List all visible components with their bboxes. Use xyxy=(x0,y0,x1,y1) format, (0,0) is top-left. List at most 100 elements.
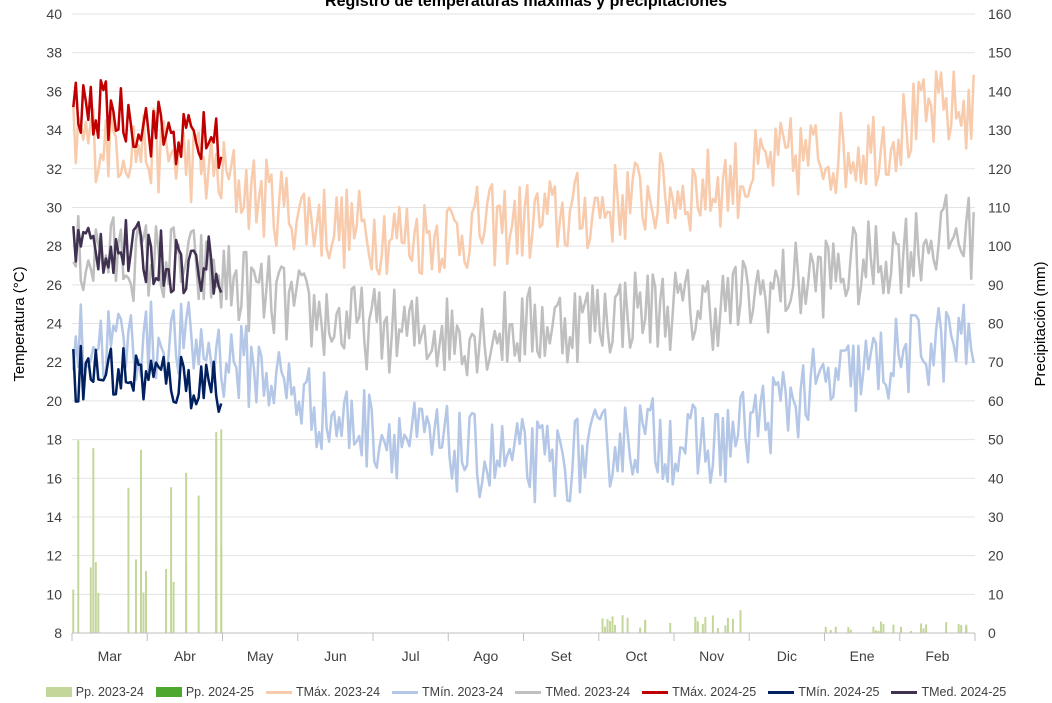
y-tick-left: 12 xyxy=(46,548,62,564)
precip-bar xyxy=(142,592,145,633)
x-tick-label: Jun xyxy=(324,648,347,664)
x-tick-label: Dic xyxy=(777,648,797,664)
precip-bar xyxy=(925,624,928,633)
y-tick-right: 150 xyxy=(988,45,1012,61)
precip-bar xyxy=(824,626,827,633)
y-tick-left: 30 xyxy=(46,199,62,215)
chart-title: Registro de temperaturas máximas y preci… xyxy=(325,0,727,10)
precip-bar xyxy=(614,624,617,633)
precip-bar xyxy=(910,631,913,633)
precip-bar xyxy=(920,623,923,633)
legend-label: Pp. 2023-24 xyxy=(75,685,144,699)
y-tick-right: 10 xyxy=(988,586,1004,602)
legend-label: Pp. 2024-25 xyxy=(185,685,254,699)
precip-bar xyxy=(220,545,223,633)
precip-bar xyxy=(621,615,624,633)
series-line xyxy=(72,193,975,377)
precip-bar xyxy=(701,623,704,633)
precip-bar xyxy=(139,553,142,633)
y-axis-left-title: Temperatura (°C) xyxy=(11,266,28,381)
y-tick-left: 38 xyxy=(46,45,62,61)
precip-bar xyxy=(609,620,612,633)
legend-label: TMáx. 2024-25 xyxy=(672,685,757,699)
precip-bar xyxy=(724,625,727,633)
x-tick-label: Oct xyxy=(625,648,647,664)
precip-bar xyxy=(172,581,175,633)
y-tick-left: 24 xyxy=(46,316,62,332)
y-tick-left: 18 xyxy=(46,432,62,448)
x-tick-label: Jul xyxy=(402,648,420,664)
legend-swatch-line xyxy=(768,690,795,694)
legend-label: TMed. 2024-25 xyxy=(921,685,1007,699)
legend-swatch-line xyxy=(515,690,542,694)
legend-label: TMín. 2023-24 xyxy=(422,685,504,699)
precip-bar xyxy=(731,618,734,633)
precip-bar xyxy=(696,621,699,633)
precip-bar xyxy=(77,440,80,633)
y-tick-right: 0 xyxy=(988,625,996,641)
precip-bar xyxy=(957,624,960,633)
precip-bar xyxy=(834,626,837,633)
y-tick-right: 110 xyxy=(988,199,1011,215)
precip-bar xyxy=(922,628,925,633)
legend-label: TMáx. 2023-24 xyxy=(295,685,381,699)
precip-bar xyxy=(694,616,697,633)
precip-bar xyxy=(877,630,880,633)
y-tick-right: 100 xyxy=(988,238,1012,254)
legend: Pp. 2023-24 Pp. 2024-25 TMáx. 2023-24 TMín.… xyxy=(0,682,1052,702)
precip-bar xyxy=(704,616,707,633)
y-tick-right: 40 xyxy=(988,470,1004,486)
precip-bar xyxy=(879,621,882,633)
precip-bar xyxy=(127,487,130,633)
precip-bar xyxy=(611,616,614,633)
series-line xyxy=(72,300,975,504)
legend-label: TMín. 2024-25 xyxy=(798,685,880,699)
precip-bar xyxy=(965,626,968,633)
precip-bar xyxy=(829,630,832,633)
precip-bar xyxy=(139,449,142,633)
y-tick-right: 50 xyxy=(988,432,1004,448)
precip-bar xyxy=(185,472,188,633)
precip-bar xyxy=(170,487,173,633)
y-tick-left: 10 xyxy=(46,586,62,602)
y-tick-left: 28 xyxy=(46,238,62,254)
y-tick-left: 20 xyxy=(46,393,62,409)
y-tick-left: 36 xyxy=(46,83,62,99)
precip-bar xyxy=(711,615,714,633)
y-tick-right: 80 xyxy=(988,316,1004,332)
y-tick-left: 14 xyxy=(46,509,62,525)
y-tick-right: 30 xyxy=(988,509,1004,525)
y-tick-right: 70 xyxy=(988,354,1004,370)
y-tick-left: 34 xyxy=(46,122,62,138)
legend-swatch-line xyxy=(891,690,918,694)
precip-bar xyxy=(92,448,95,633)
y-tick-left: 32 xyxy=(46,161,62,177)
legend-item: TMín. 2024-25 xyxy=(768,685,879,699)
y-tick-left: 26 xyxy=(46,277,62,293)
climate-chart: Registro de temperaturas máximas y preci… xyxy=(11,0,1049,664)
x-tick-label: Abr xyxy=(174,648,196,664)
y-tick-left: 40 xyxy=(46,6,62,22)
x-tick-label: Set xyxy=(551,648,572,664)
precipitation-bars xyxy=(72,429,968,633)
legend-swatch-line xyxy=(642,690,669,694)
series-line xyxy=(72,218,223,295)
x-tick-label: Mar xyxy=(98,648,122,664)
precip-bar xyxy=(604,626,607,633)
legend-item: TMed. 2023-24 xyxy=(515,685,630,699)
precip-bar xyxy=(639,627,642,633)
y-tick-right: 140 xyxy=(988,83,1012,99)
legend-item: TMed. 2024-25 xyxy=(891,685,1006,699)
precip-bar xyxy=(669,622,672,633)
precip-bar xyxy=(165,568,168,633)
precip-bar xyxy=(644,620,647,633)
legend-label: TMed. 2023-24 xyxy=(545,685,631,699)
x-tick-label: Ene xyxy=(850,648,875,664)
legend-swatch-line xyxy=(392,690,419,694)
series-line xyxy=(72,79,223,170)
y-tick-right: 130 xyxy=(988,122,1012,138)
y-tick-left: 8 xyxy=(54,625,62,641)
legend-swatch-bar xyxy=(45,687,72,697)
series-line xyxy=(72,70,975,276)
precip-bar xyxy=(601,618,604,633)
